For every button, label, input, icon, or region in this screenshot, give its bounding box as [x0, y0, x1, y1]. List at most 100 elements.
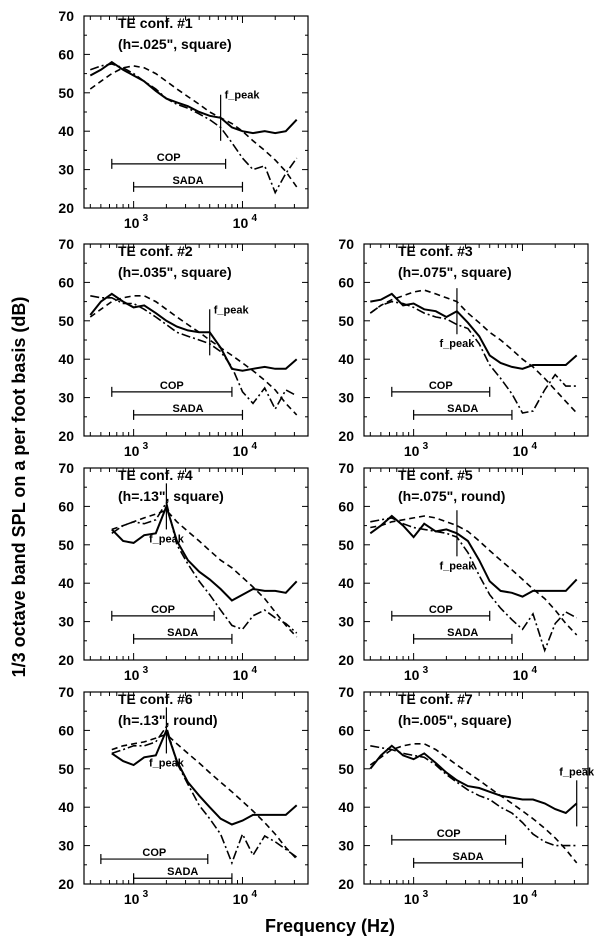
range-label: SADA: [447, 403, 478, 415]
x-tick-label: 10: [124, 215, 140, 231]
y-tick-label: 70: [338, 236, 354, 252]
x-tick-label: 10: [233, 667, 249, 683]
y-tick-label: 20: [58, 876, 74, 892]
y-tick-label: 60: [338, 722, 354, 738]
series-line-solid: [111, 727, 298, 826]
panel-title-line2: (h=.025", square): [118, 36, 232, 52]
y-tick-label: 20: [58, 428, 74, 444]
y-tick-label: 50: [338, 537, 354, 553]
x-axis-title: Frequency (Hz): [265, 916, 395, 936]
series-line-solid: [369, 744, 578, 815]
series-line-dashdot: [90, 63, 298, 195]
range-label: COP: [429, 380, 453, 392]
x-tick-label: 10: [124, 667, 140, 683]
y-axis-title: 1/3 octave band SPL on a per foot basis …: [9, 297, 29, 678]
range-label: COP: [142, 847, 166, 859]
x-tick-label: 10: [513, 667, 529, 683]
y-tick-label: 40: [58, 351, 74, 367]
y-tick-label: 50: [58, 761, 74, 777]
series-line-dashdot: [370, 745, 577, 847]
x-tick-label: 10: [404, 667, 420, 683]
x-tick-exponent: 4: [251, 213, 257, 224]
series-line-dashed: [370, 515, 578, 636]
x-tick-exponent: 3: [143, 889, 149, 900]
range-bar-sada: SADA: [133, 627, 233, 644]
x-tick-exponent: 4: [531, 889, 537, 900]
panel-title-line2: (h=.035", square): [118, 264, 232, 280]
panel-title-line2: (h=.13", round): [118, 712, 218, 728]
y-tick-label: 50: [58, 85, 74, 101]
range-label: COP: [437, 828, 461, 840]
x-tick-label: 10: [124, 891, 140, 907]
f-peak-label: f_peak: [149, 533, 185, 545]
x-tick-exponent: 3: [143, 665, 149, 676]
y-tick-label: 70: [58, 8, 74, 24]
y-tick-label: 30: [338, 390, 354, 406]
f-peak-label: f_peak: [149, 757, 185, 769]
panel-title-line1: TE conf. #2: [118, 243, 193, 259]
series-line-dashdot: [111, 724, 298, 866]
f-peak-label: f_peak: [440, 338, 476, 350]
x-tick-exponent: 3: [143, 213, 149, 224]
y-tick-label: 30: [338, 838, 354, 854]
series-line-solid: [89, 292, 298, 372]
x-tick-exponent: 3: [143, 441, 149, 452]
range-bar-cop: COP: [111, 380, 233, 397]
range-bar-cop: COP: [391, 380, 491, 397]
series-line-solid: [111, 503, 298, 602]
y-tick-label: 20: [58, 652, 74, 668]
range-bar-sada: SADA: [413, 627, 513, 644]
range-bar-sada: SADA: [133, 403, 244, 420]
panel-title-line1: TE conf. #6: [118, 691, 193, 707]
range-label: SADA: [167, 627, 198, 639]
y-tick-label: 20: [58, 200, 74, 216]
y-tick-label: 40: [338, 575, 354, 591]
range-bar-sada: SADA: [133, 866, 233, 884]
x-tick-exponent: 3: [423, 665, 429, 676]
series-line-dashdot: [370, 517, 578, 653]
range-label: SADA: [172, 175, 203, 187]
panel-title-line1: TE conf. #3: [398, 243, 473, 259]
y-tick-label: 40: [58, 799, 74, 815]
x-tick-label: 10: [233, 443, 249, 459]
panel-title-line2: (h=.13", square): [118, 488, 224, 504]
y-tick-label: 70: [58, 460, 74, 476]
x-tick-label: 10: [513, 443, 529, 459]
range-bar-cop: COP: [100, 847, 209, 865]
series-line-dashdot: [111, 500, 298, 634]
x-tick-exponent: 4: [251, 441, 257, 452]
y-tick-label: 30: [58, 614, 74, 630]
y-tick-label: 20: [338, 428, 354, 444]
series-line-dashdot: [369, 300, 577, 414]
panel-title-line1: TE conf. #4: [118, 467, 193, 483]
series-line-dashed: [111, 733, 298, 860]
range-bar-cop: COP: [391, 604, 491, 621]
range-label: SADA: [167, 866, 198, 878]
series-line-dashed: [111, 509, 298, 638]
panel-title-line1: TE conf. #5: [398, 467, 473, 483]
range-label: COP: [151, 604, 175, 616]
range-label: COP: [157, 152, 181, 164]
f-peak-label: f_peak: [225, 90, 261, 102]
y-tick-label: 70: [58, 684, 74, 700]
y-tick-label: 40: [338, 799, 354, 815]
range-label: COP: [429, 604, 453, 616]
y-tick-label: 30: [338, 614, 354, 630]
y-tick-label: 60: [58, 274, 74, 290]
x-tick-label: 10: [233, 891, 249, 907]
panel-title-line1: TE conf. #1: [118, 15, 193, 31]
range-bar-cop: COP: [111, 152, 227, 169]
range-label: SADA: [447, 627, 478, 639]
f-peak-label: f_peak: [440, 560, 476, 572]
y-tick-label: 20: [338, 652, 354, 668]
series-line-dashed: [369, 743, 578, 864]
y-tick-label: 60: [338, 274, 354, 290]
y-tick-label: 70: [58, 236, 74, 252]
panel-title-line2: (h=.005", square): [398, 712, 512, 728]
range-label: SADA: [172, 403, 203, 415]
